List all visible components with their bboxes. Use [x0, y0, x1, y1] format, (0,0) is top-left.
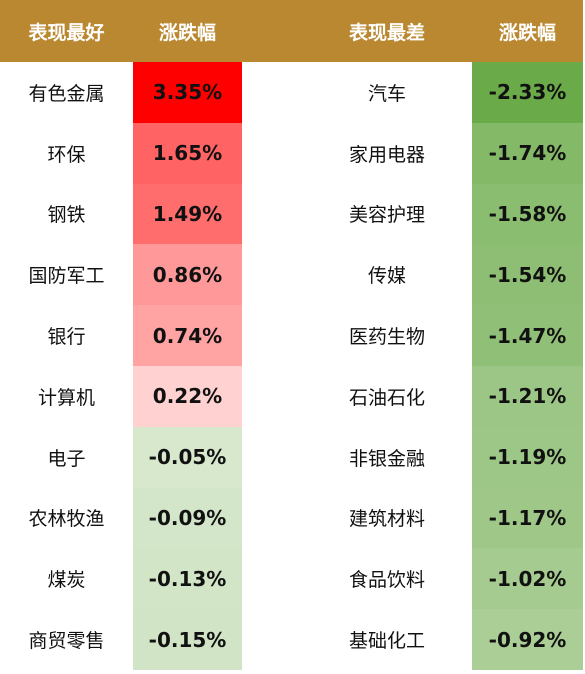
best-sector-name: 环保: [0, 122, 133, 184]
best-sector-name: 银行: [0, 305, 133, 366]
worst-sector-name: 石油石化: [242, 365, 472, 427]
worst-change-value: -1.19%: [472, 426, 583, 488]
worst-sector-name: 汽车: [242, 62, 472, 123]
worst-sector-name: 基础化工: [242, 609, 472, 670]
worst-change-value: -1.54%: [472, 244, 583, 306]
best-sector-name: 商贸零售: [0, 609, 133, 670]
worst-change-value: -1.58%: [472, 183, 583, 245]
best-change-value: 1.65%: [133, 122, 242, 184]
worst-change-header: 涨跌幅: [472, 0, 583, 62]
best-change-header: 涨跌幅: [133, 0, 242, 62]
worst-change-value: -1.74%: [472, 122, 583, 184]
best-sector-name: 煤炭: [0, 548, 133, 610]
best-change-value: 0.86%: [133, 244, 242, 306]
best-change-value: -0.09%: [133, 487, 242, 549]
worst-change-value: -1.21%: [472, 365, 583, 427]
worst-change-value: -1.17%: [472, 487, 583, 549]
worst-sector-name: 食品饮料: [242, 548, 472, 610]
best-sector-name: 国防军工: [0, 244, 133, 306]
worst-label-header: 表现最差: [242, 0, 472, 62]
worst-change-value: -0.92%: [472, 609, 583, 670]
best-sector-name: 钢铁: [0, 183, 133, 245]
best-sector-name: 计算机: [0, 365, 133, 427]
best-change-value: -0.13%: [133, 548, 242, 610]
best-sector-name: 有色金属: [0, 62, 133, 123]
worst-sector-name: 传媒: [242, 244, 472, 306]
worst-sector-name: 建筑材料: [242, 487, 472, 549]
worst-sector-name: 非银金融: [242, 426, 472, 488]
best-sector-name: 电子: [0, 426, 133, 488]
worst-change-value: -1.47%: [472, 305, 583, 366]
best-change-value: 0.22%: [133, 365, 242, 427]
best-sector-name: 农林牧渔: [0, 487, 133, 549]
best-change-value: -0.15%: [133, 609, 242, 670]
best-change-value: -0.05%: [133, 426, 242, 488]
best-change-value: 3.35%: [133, 62, 242, 123]
worst-sector-name: 美容护理: [242, 183, 472, 245]
worst-sector-name: 医药生物: [242, 305, 472, 366]
worst-change-value: -2.33%: [472, 62, 583, 123]
worst-sector-name: 家用电器: [242, 122, 472, 184]
worst-change-value: -1.02%: [472, 548, 583, 610]
best-change-value: 1.49%: [133, 183, 242, 245]
best-change-value: 0.74%: [133, 305, 242, 366]
best-label-header: 表现最好: [0, 0, 133, 62]
